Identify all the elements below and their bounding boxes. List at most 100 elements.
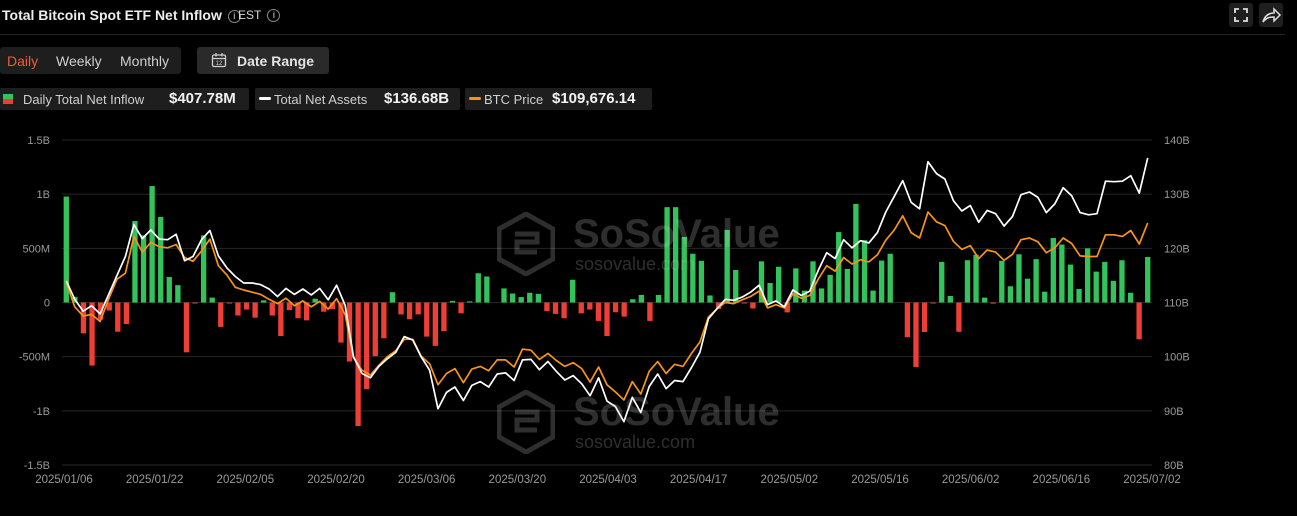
inflow-bar[interactable] — [587, 302, 593, 310]
inflow-bar[interactable] — [733, 270, 739, 303]
inflow-bar[interactable] — [784, 302, 790, 313]
tab-monthly[interactable]: Monthly — [120, 53, 170, 69]
inflow-bar[interactable] — [664, 207, 670, 303]
inflow-bar[interactable] — [80, 302, 87, 334]
inflow-bar[interactable] — [724, 229, 730, 303]
inflow-bar[interactable] — [509, 293, 516, 303]
inflow-bar[interactable] — [698, 260, 705, 303]
inflow-bar[interactable] — [467, 301, 473, 303]
inflow-bar[interactable] — [1067, 264, 1074, 303]
tab-weekly[interactable]: Weekly — [56, 53, 102, 69]
inflow-bar[interactable] — [638, 294, 644, 303]
inflow-bar[interactable] — [115, 302, 121, 332]
inflow-bar[interactable] — [1042, 291, 1048, 303]
inflow-bar[interactable] — [827, 274, 833, 303]
inflow-bar[interactable] — [956, 302, 962, 332]
inflow-bar[interactable] — [89, 302, 95, 366]
inflow-bar[interactable] — [681, 236, 687, 303]
inflow-bar[interactable] — [218, 302, 224, 327]
inflow-bar[interactable] — [252, 302, 258, 318]
inflow-bar[interactable] — [707, 295, 713, 303]
inflow-bar[interactable] — [1024, 278, 1031, 303]
inflow-bar[interactable] — [140, 235, 147, 303]
inflow-bar[interactable] — [243, 302, 250, 310]
inflow-bar[interactable] — [921, 302, 928, 332]
date-range-button[interactable]: 12 Date Range — [197, 47, 329, 74]
inflow-bar[interactable] — [381, 302, 387, 339]
inflow-bar[interactable] — [1084, 248, 1091, 303]
inflow-bar[interactable] — [527, 292, 533, 303]
inflow-bar[interactable] — [441, 302, 447, 332]
inflow-bar[interactable] — [501, 288, 507, 303]
inflow-bar[interactable] — [939, 261, 945, 303]
inflow-bar[interactable] — [432, 302, 439, 346]
inflow-bar[interactable] — [132, 221, 138, 303]
inflow-bar[interactable] — [149, 186, 155, 303]
inflow-bar[interactable] — [947, 296, 953, 303]
inflow-bar[interactable] — [1076, 288, 1082, 303]
inflow-bar[interactable] — [269, 302, 275, 316]
inflow-bar[interactable] — [312, 298, 318, 303]
inflow-bar[interactable] — [192, 302, 198, 304]
inflow-bar[interactable] — [106, 302, 112, 311]
inflow-bar[interactable] — [278, 302, 284, 337]
inflow-bar[interactable] — [1016, 254, 1022, 303]
inflow-bar[interactable] — [844, 268, 850, 303]
inflow-bar[interactable] — [449, 300, 456, 303]
inflow-bar[interactable] — [544, 302, 550, 312]
inflow-bar[interactable] — [1050, 238, 1056, 303]
inflow-bar[interactable] — [561, 302, 567, 319]
inflow-bar[interactable] — [458, 302, 464, 314]
inflow-bar[interactable] — [604, 302, 610, 337]
inflow-bar[interactable] — [690, 253, 696, 303]
inflow-bar[interactable] — [63, 196, 69, 303]
inflow-bar[interactable] — [261, 300, 267, 303]
inflow-bar[interactable] — [286, 302, 293, 311]
inflow-bar[interactable] — [1033, 259, 1039, 303]
inflow-bar[interactable] — [415, 302, 421, 315]
inflow-bar[interactable] — [226, 302, 233, 304]
inflow-bar[interactable] — [861, 240, 868, 303]
total-net-assets-line[interactable] — [65, 157, 1149, 423]
legend-btc[interactable]: BTC Price $109,676.14 — [465, 88, 652, 110]
inflow-bar[interactable] — [209, 297, 215, 303]
inflow-bar[interactable] — [406, 302, 413, 320]
inflow-bar[interactable] — [321, 302, 327, 312]
inflow-bar[interactable] — [818, 288, 825, 303]
inflow-bar[interactable] — [595, 302, 602, 321]
inflow-bar[interactable] — [578, 302, 584, 314]
inflow-bar[interactable] — [990, 302, 996, 304]
inflow-bar[interactable] — [1136, 302, 1142, 340]
timezone-info-icon[interactable]: i — [267, 9, 281, 23]
inflow-bar[interactable] — [758, 261, 765, 303]
inflow-bar[interactable] — [398, 302, 404, 315]
inflow-bar[interactable] — [853, 203, 859, 303]
inflow-bar[interactable] — [295, 302, 301, 319]
inflow-bar[interactable] — [775, 266, 782, 303]
inflow-bar[interactable] — [303, 302, 310, 321]
inflow-bar[interactable] — [630, 299, 636, 303]
inflow-bar[interactable] — [424, 302, 430, 337]
inflow-bar[interactable] — [183, 302, 190, 353]
inflow-bar[interactable] — [200, 235, 207, 303]
inflow-bar[interactable] — [518, 297, 524, 303]
share-button[interactable] — [1259, 3, 1283, 27]
inflow-bar[interactable] — [870, 290, 876, 303]
inflow-bar[interactable] — [930, 302, 936, 304]
inflow-bar[interactable] — [878, 260, 885, 303]
inflow-bar[interactable] — [364, 302, 370, 390]
inflow-bar[interactable] — [767, 283, 773, 303]
inflow-bar[interactable] — [158, 216, 164, 303]
inflow-bar[interactable] — [612, 302, 619, 313]
inflow-bar[interactable] — [1119, 260, 1125, 303]
inflow-bar[interactable] — [1059, 244, 1065, 303]
inflow-bar[interactable] — [973, 254, 979, 303]
legend-assets[interactable]: Total Net Assets $136.68B — [255, 88, 460, 110]
inflow-bar[interactable] — [793, 268, 799, 303]
inflow-bar[interactable] — [175, 285, 181, 303]
inflow-bar[interactable] — [647, 302, 653, 321]
inflow-bar[interactable] — [655, 294, 662, 303]
fullscreen-button[interactable] — [1229, 3, 1253, 27]
inflow-bar[interactable] — [552, 302, 559, 314]
inflow-bar[interactable] — [475, 273, 481, 303]
